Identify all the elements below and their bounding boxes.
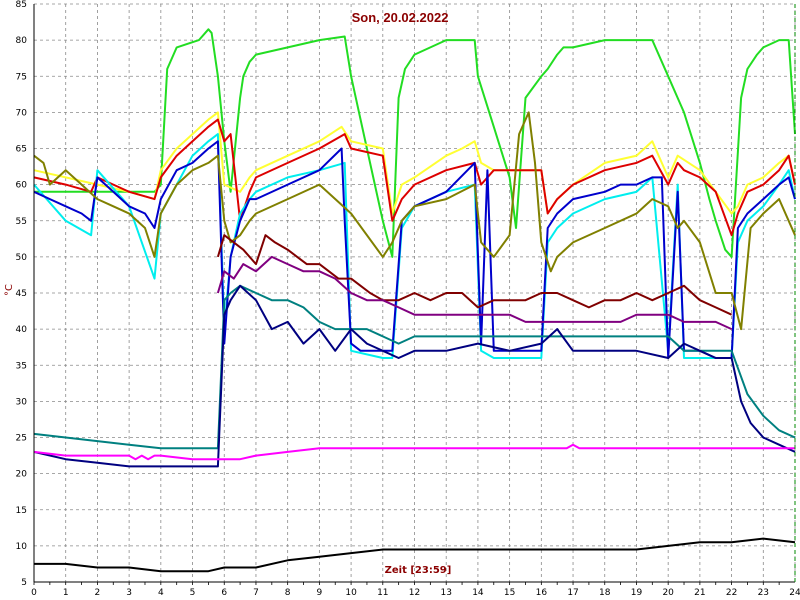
x-tick-label: 4 — [158, 588, 164, 598]
x-tick-label: 22 — [726, 588, 737, 598]
y-axis-label: °C — [4, 284, 15, 296]
series-line-12 — [34, 537, 796, 573]
x-tick-label: 14 — [472, 588, 484, 598]
series-group — [33, 28, 796, 573]
series-line-1 — [34, 28, 796, 258]
y-tick-label: 10 — [16, 542, 28, 552]
x-tick-label: 8 — [285, 588, 291, 598]
series-line-11 — [33, 443, 795, 461]
y-tick-label: 80 — [16, 36, 28, 46]
x-tick-label: 23 — [758, 588, 769, 598]
x-tick-labels: 0 1 2 3 4 5 6 7 8 9 10 11 12 13 14 15 16 17 18 19 20 21 22 23 24 — [31, 588, 800, 598]
chart-title: Son, 20.02.2022 — [352, 10, 449, 25]
x-tick-label: 0 — [31, 588, 37, 598]
y-tick-label: 35 — [16, 361, 27, 371]
y-tick-label: 70 — [16, 108, 28, 118]
x-tick-label: 7 — [253, 588, 259, 598]
x-tick-label: 3 — [126, 588, 132, 598]
y-tick-label: 40 — [16, 325, 28, 335]
y-tick-label: 65 — [16, 145, 27, 155]
x-tick-label: 2 — [95, 588, 101, 598]
x-tick-label: 5 — [190, 588, 196, 598]
y-tick-label: 85 — [16, 0, 27, 10]
series-line-3 — [33, 118, 796, 237]
y-tick-label: 15 — [16, 506, 27, 516]
y-tick-label: 20 — [16, 470, 28, 480]
x-tick-label: 11 — [377, 588, 388, 598]
x-tick-label: 10 — [345, 588, 357, 598]
x-tick-label: 17 — [567, 588, 578, 598]
series-line-8 — [216, 255, 733, 331]
y-tick-labels: 5 10 15 20 25 30 35 40 45 50 55 60 65 70 75 80 85 — [16, 0, 28, 588]
x-tick-label: 16 — [536, 588, 548, 598]
x-tick-label: 6 — [221, 588, 227, 598]
x-tick-label: 12 — [409, 588, 420, 598]
x-axis-label: Zeit [23:59] — [385, 565, 452, 576]
y-tick-label: 50 — [16, 253, 28, 263]
x-tick-label: 15 — [504, 588, 515, 598]
x-tick-label: 24 — [789, 588, 800, 598]
y-tick-label: 45 — [16, 289, 27, 299]
x-tick-label: 20 — [662, 588, 674, 598]
x-tick-label: 21 — [694, 588, 705, 598]
axes — [33, 4, 796, 585]
x-tick-label: 18 — [599, 588, 611, 598]
x-tick-label: 1 — [63, 588, 69, 598]
y-tick-label: 5 — [21, 578, 27, 588]
series-line-10 — [33, 284, 796, 468]
x-tick-label: 19 — [631, 588, 643, 598]
y-tick-label: 55 — [16, 217, 27, 227]
x-tick-label: 13 — [440, 588, 451, 598]
y-tick-label: 60 — [16, 181, 28, 191]
series-line-2 — [33, 111, 796, 215]
x-tick-label: 9 — [317, 588, 323, 598]
y-tick-label: 75 — [16, 72, 27, 82]
series-line-7 — [216, 234, 733, 316]
y-tick-label: 30 — [16, 397, 28, 407]
y-tick-label: 25 — [16, 434, 27, 444]
series-line-6 — [33, 111, 796, 331]
